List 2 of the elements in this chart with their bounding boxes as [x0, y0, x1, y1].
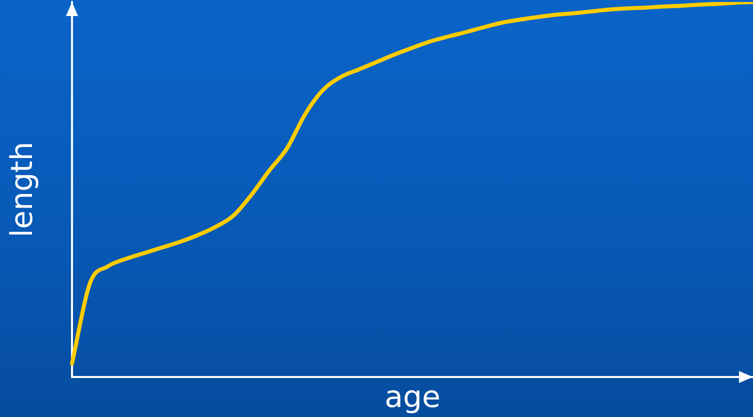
y-axis-title: length: [4, 142, 40, 238]
x-axis-title: age: [384, 380, 440, 415]
